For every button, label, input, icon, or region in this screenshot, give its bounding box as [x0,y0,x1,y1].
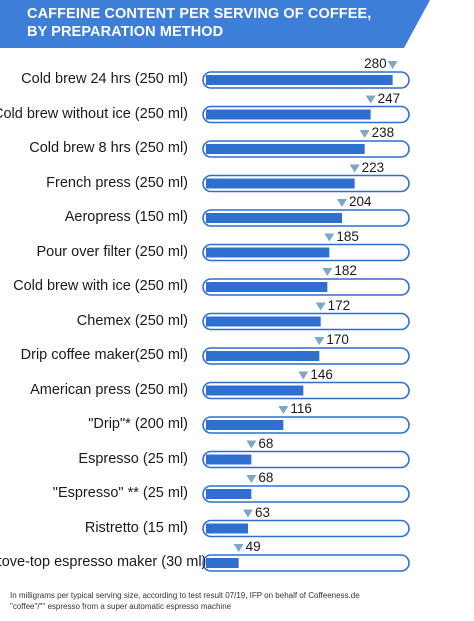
value-label: 238 [371,125,395,140]
value-label: 223 [361,159,385,175]
value-label: 204 [349,194,372,209]
value-label: 146 [310,366,333,382]
bar [206,109,371,120]
bar [206,420,284,430]
bar-track [202,554,410,572]
value-marker [298,371,309,380]
category-label: Cold brew 8 hrs (250 ml) [29,140,188,156]
bar [206,385,304,396]
bar [206,178,355,189]
value-label: 170 [326,332,349,347]
value-marker [315,302,326,311]
value-label: 172 [327,297,351,313]
chart-title-line-2: BY PREPARATION METHOD [27,24,224,40]
value-marker [314,337,325,345]
value-label: 116 [290,401,312,416]
value-marker [233,544,244,552]
value-label: 185 [336,228,359,244]
title-banner: CAFFEINE CONTENT PER SERVING OF COFFEE, … [0,0,430,48]
value-marker [349,164,360,173]
value-marker [324,233,335,242]
category-label: "Drip"* (200 ml) [88,416,188,432]
category-label: Cold brew 24 hrs (250 ml) [21,71,188,87]
value-marker [359,130,370,138]
value-marker [246,440,257,449]
bar [206,351,320,361]
value-label: 247 [377,90,401,106]
footnote: In milligrams per typical serving size, … [10,590,360,612]
chart-svg [202,61,410,572]
chart-title-line-1: CAFFEINE CONTENT PER SERVING OF COFFEE, [27,6,372,22]
category-label: Espresso (25 ml) [78,450,188,467]
category-label: Cold brew with ice (250 ml) [13,278,188,294]
bar [206,247,330,258]
category-label: Pour over filter (250 ml) [36,243,189,260]
bar [206,489,252,499]
category-label: "Espresso" ** (25 ml) [52,485,188,501]
value-marker [387,61,398,69]
value-label: 68 [258,435,274,451]
bar [206,75,393,85]
category-label: French press (250 ml) [46,174,188,191]
category-label: Stove-top espresso maker (30 ml) [0,554,207,570]
category-label: Chemex (250 ml) [76,312,188,329]
footnote-line-1: In milligrams per typical serving size, … [10,591,360,600]
value-marker [246,475,257,483]
bar [206,213,342,223]
bar-track [202,450,410,469]
footnote-line-2: "coffee"/"" espresso from a super automa… [10,602,232,611]
value-label: 182 [334,263,357,278]
bar [206,558,239,568]
value-marker [278,406,289,414]
bar-track [202,485,410,503]
title-banner-shape [0,0,430,48]
value-marker [322,268,333,276]
bar [206,316,321,327]
value-label: 280 [364,56,387,71]
chart-area: Cold brew 24 hrs (250 ml) 280 Cold brew wi… [0,55,474,590]
bar [206,454,252,465]
value-label: 63 [255,504,271,520]
value-marker [337,199,347,207]
bar-track [202,519,410,538]
value-marker [243,509,253,518]
bar [206,523,248,534]
category-label: American press (250 ml) [30,381,188,398]
value-label: 68 [258,470,274,485]
bar [206,282,328,292]
bar [206,144,365,154]
category-label: Aeropress (150 ml) [64,209,188,225]
category-label: Drip coffee maker(250 ml) [20,347,188,363]
value-marker [365,95,376,104]
category-label: Cold brew without ice (250 ml) [0,105,188,122]
category-label: Ristretto (15 ml) [84,519,188,536]
value-label: 49 [245,539,261,554]
